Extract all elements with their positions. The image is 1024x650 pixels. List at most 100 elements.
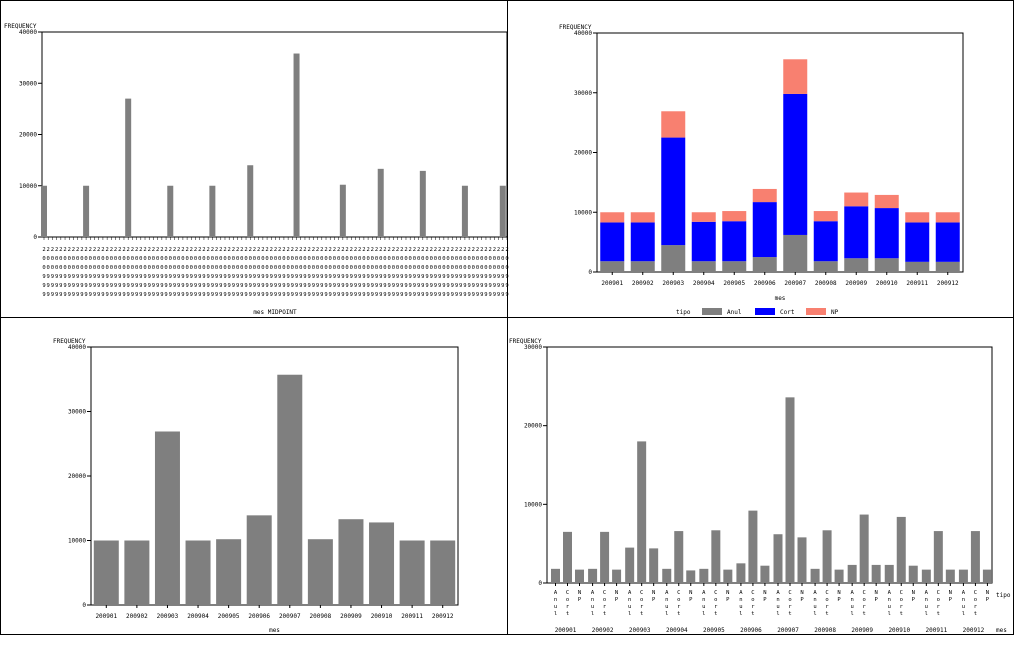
x-tick-label-char: 9	[291, 274, 294, 280]
x-tick-label-char: 0	[303, 256, 306, 262]
x-tick-label-char: 9	[152, 274, 155, 280]
sub-tick-label-char: A	[591, 590, 595, 596]
x-tick-label-char: 0	[501, 265, 504, 271]
x-tick-label-char: 2	[409, 247, 412, 253]
x-tick-label-char: 0	[459, 265, 462, 271]
x-tick-label-char: 9	[265, 292, 268, 298]
x-tick-label-char: 9	[156, 274, 159, 280]
x-tick-label-char: 0	[354, 256, 357, 262]
x-tick-label-char: 9	[63, 292, 66, 298]
x-tick-label-char: 9	[413, 274, 416, 280]
x-tick-label-char: 0	[198, 265, 201, 271]
x-tick-label-char: 0	[489, 265, 492, 271]
bar	[167, 185, 174, 237]
bar-segment	[905, 261, 930, 272]
x-tick-label-char: 0	[219, 256, 222, 262]
x-tick-label-char: 9	[206, 274, 209, 280]
x-tick-label-char: 2	[467, 247, 470, 253]
bar	[674, 531, 684, 583]
bar	[686, 570, 696, 583]
group-tick-label: 200904	[666, 627, 688, 634]
x-tick-label-char: 9	[160, 274, 163, 280]
y-tick-label: 20000	[68, 473, 86, 480]
x-tick-label-char: 9	[451, 274, 454, 280]
bar	[339, 184, 346, 237]
bar-segment	[752, 188, 777, 203]
sub-tick-label-char: t	[788, 611, 791, 617]
sub-tick-label-char: n	[962, 597, 965, 603]
x-tick-label-char: 9	[261, 283, 264, 289]
x-tick-label-char: 0	[164, 256, 167, 262]
x-tick-label-char: 9	[358, 283, 361, 289]
x-tick-label-char: 0	[312, 265, 315, 271]
bar-segment	[661, 137, 686, 246]
x-tick-label-char: 0	[265, 256, 268, 262]
x-tick-label: 200910	[371, 613, 393, 620]
x-tick-label-char: 9	[430, 274, 433, 280]
x-tick-label-char: 9	[80, 283, 83, 289]
bar-segment	[691, 261, 716, 272]
x-tick-label-char: 2	[354, 247, 357, 253]
bar	[209, 185, 216, 237]
x-tick-label-char: 0	[425, 256, 428, 262]
x-tick-label-char: 9	[476, 283, 479, 289]
bar	[216, 539, 242, 605]
x-tick-label-char: 0	[63, 256, 66, 262]
x-tick-label-char: 9	[354, 274, 357, 280]
x-tick-label-char: 0	[185, 256, 188, 262]
x-tick-label-char: 0	[286, 256, 289, 262]
x-tick-label-char: 9	[324, 274, 327, 280]
x-tick-label-char: 0	[316, 265, 319, 271]
y-tick-label: 20000	[19, 132, 37, 139]
x-tick-label-char: 0	[400, 265, 403, 271]
x-tick-label-char: 9	[312, 274, 315, 280]
x-tick-label-char: 9	[295, 283, 298, 289]
x-tick-label-char: 9	[438, 292, 441, 298]
x-tick-label-char: 2	[101, 247, 104, 253]
x-tick-label-char: 9	[156, 283, 159, 289]
x-tick-label-char: 0	[80, 265, 83, 271]
sub-tick-label-char: N	[726, 590, 729, 596]
x-tick-label-char: 9	[308, 292, 311, 298]
x-tick-label-char: 9	[236, 283, 239, 289]
legend-label: Cort	[780, 309, 795, 316]
x-tick-label-char: 9	[47, 274, 50, 280]
x-tick-label-char: 0	[329, 265, 332, 271]
x-tick-label-char: 9	[223, 292, 226, 298]
x-tick-label-char: 9	[303, 292, 306, 298]
x-tick-label-char: 2	[371, 247, 374, 253]
sub-tick-label-char: o	[566, 597, 569, 603]
x-tick-label-char: 9	[303, 283, 306, 289]
x-tick-label-char: 0	[489, 256, 492, 262]
y-tick-label: 10000	[574, 209, 592, 216]
x-tick-label-char: 9	[257, 283, 260, 289]
x-tick-label-char: 0	[371, 256, 374, 262]
bar	[649, 548, 659, 583]
x-tick-label-char: 0	[164, 265, 167, 271]
bar	[430, 540, 456, 605]
x-tick-label-char: 0	[206, 265, 209, 271]
x-tick-label-char: 2	[358, 247, 361, 253]
x-tick-label-char: 2	[455, 247, 458, 253]
x-tick-label-char: 2	[240, 247, 243, 253]
x-tick-label-char: 0	[480, 265, 483, 271]
bar-segment	[935, 261, 960, 272]
sub-tick-label-char: t	[751, 611, 754, 617]
x-tick-label-char: 9	[484, 283, 487, 289]
x-tick-label-char: 9	[190, 283, 193, 289]
bar	[399, 540, 425, 605]
bar	[810, 568, 820, 583]
x-tick-label-char: 9	[345, 292, 348, 298]
y-tick-label: 40000	[574, 30, 592, 37]
sub-tick-label-char: o	[714, 597, 717, 603]
x-tick-label-char: 0	[219, 265, 222, 271]
x-tick-label-char: 2	[295, 247, 298, 253]
x-tick-label-char: 0	[55, 256, 58, 262]
sub-tick-label-char: u	[554, 604, 557, 610]
x-tick-label-char: 9	[131, 292, 134, 298]
x-tick-label-char: 9	[383, 283, 386, 289]
x-tick-label-char: 9	[282, 274, 285, 280]
x-tick-label-char: 2	[63, 247, 66, 253]
x-tick-label-char: 9	[105, 274, 108, 280]
y-tick-label: 30000	[68, 409, 86, 416]
